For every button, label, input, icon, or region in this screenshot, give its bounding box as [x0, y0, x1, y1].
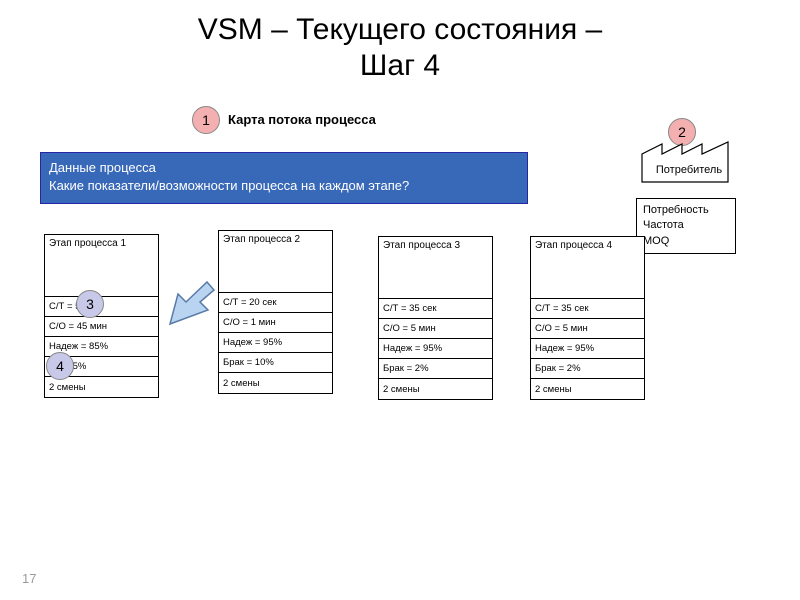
badge-4-text: 4 — [56, 358, 64, 374]
demand-line2: Частота — [643, 218, 729, 233]
process-3-metric-1: С/О = 5 мин — [379, 319, 492, 339]
process-3-metric-3: Брак = 2% — [379, 359, 492, 379]
process-4-metric-0: С/Т = 35 сек — [531, 299, 644, 319]
title-line1: VSM – Текущего состояния – — [198, 13, 602, 46]
process-2-metric-0: С/Т = 20 сек — [219, 293, 332, 313]
badge-3-text: 3 — [86, 296, 94, 312]
consumer-label: Потребитель — [650, 164, 728, 176]
badge-1-text: 1 — [202, 112, 210, 128]
demand-box: Потребность Частота MOQ — [636, 198, 736, 254]
process-1-metric-1: С/О = 45 мин — [45, 317, 158, 337]
demand-line1: Потребность — [643, 203, 729, 218]
flow-arrow-icon — [162, 280, 217, 328]
process-box-2: Этап процесса 2 С/Т = 20 сек С/О = 1 мин… — [218, 230, 333, 394]
process-2-metric-4: 2 смены — [219, 373, 332, 393]
subtitle: Карта потока процесса — [228, 112, 376, 127]
process-4-metric-3: Брак = 2% — [531, 359, 644, 379]
process-1-metric-4: 2 смены — [45, 377, 158, 397]
page-number: 17 — [22, 571, 36, 586]
process-4-metric-4: 2 смены — [531, 379, 644, 399]
data-box-line1: Данные процесса — [49, 159, 519, 177]
process-box-4: Этап процесса 4 С/Т = 35 сек С/О = 5 мин… — [530, 236, 645, 400]
process-4-metric-1: С/О = 5 мин — [531, 319, 644, 339]
process-1-header: Этап процесса 1 — [45, 235, 158, 297]
process-2-metric-1: С/О = 1 мин — [219, 313, 332, 333]
badge-1: 1 — [192, 106, 220, 134]
page-title: VSM – Текущего состояния – Шаг 4 — [0, 0, 800, 84]
demand-line3: MOQ — [643, 234, 729, 249]
process-3-metric-4: 2 смены — [379, 379, 492, 399]
process-3-metric-2: Надеж = 95% — [379, 339, 492, 359]
process-2-metric-2: Надеж = 95% — [219, 333, 332, 353]
process-3-metric-0: С/Т = 35 сек — [379, 299, 492, 319]
data-box-line2: Какие показатели/возможности процесса на… — [49, 177, 519, 195]
badge-4: 4 — [46, 352, 74, 380]
process-2-header: Этап процесса 2 — [219, 231, 332, 293]
data-box: Данные процесса Какие показатели/возможн… — [40, 152, 528, 204]
badge-3: 3 — [76, 290, 104, 318]
process-4-header: Этап процесса 4 — [531, 237, 644, 299]
process-3-header: Этап процесса 3 — [379, 237, 492, 299]
process-4-metric-2: Надеж = 95% — [531, 339, 644, 359]
title-line2: Шаг 4 — [360, 49, 440, 82]
process-box-3: Этап процесса 3 С/Т = 35 сек С/О = 5 мин… — [378, 236, 493, 400]
process-2-metric-3: Брак = 10% — [219, 353, 332, 373]
